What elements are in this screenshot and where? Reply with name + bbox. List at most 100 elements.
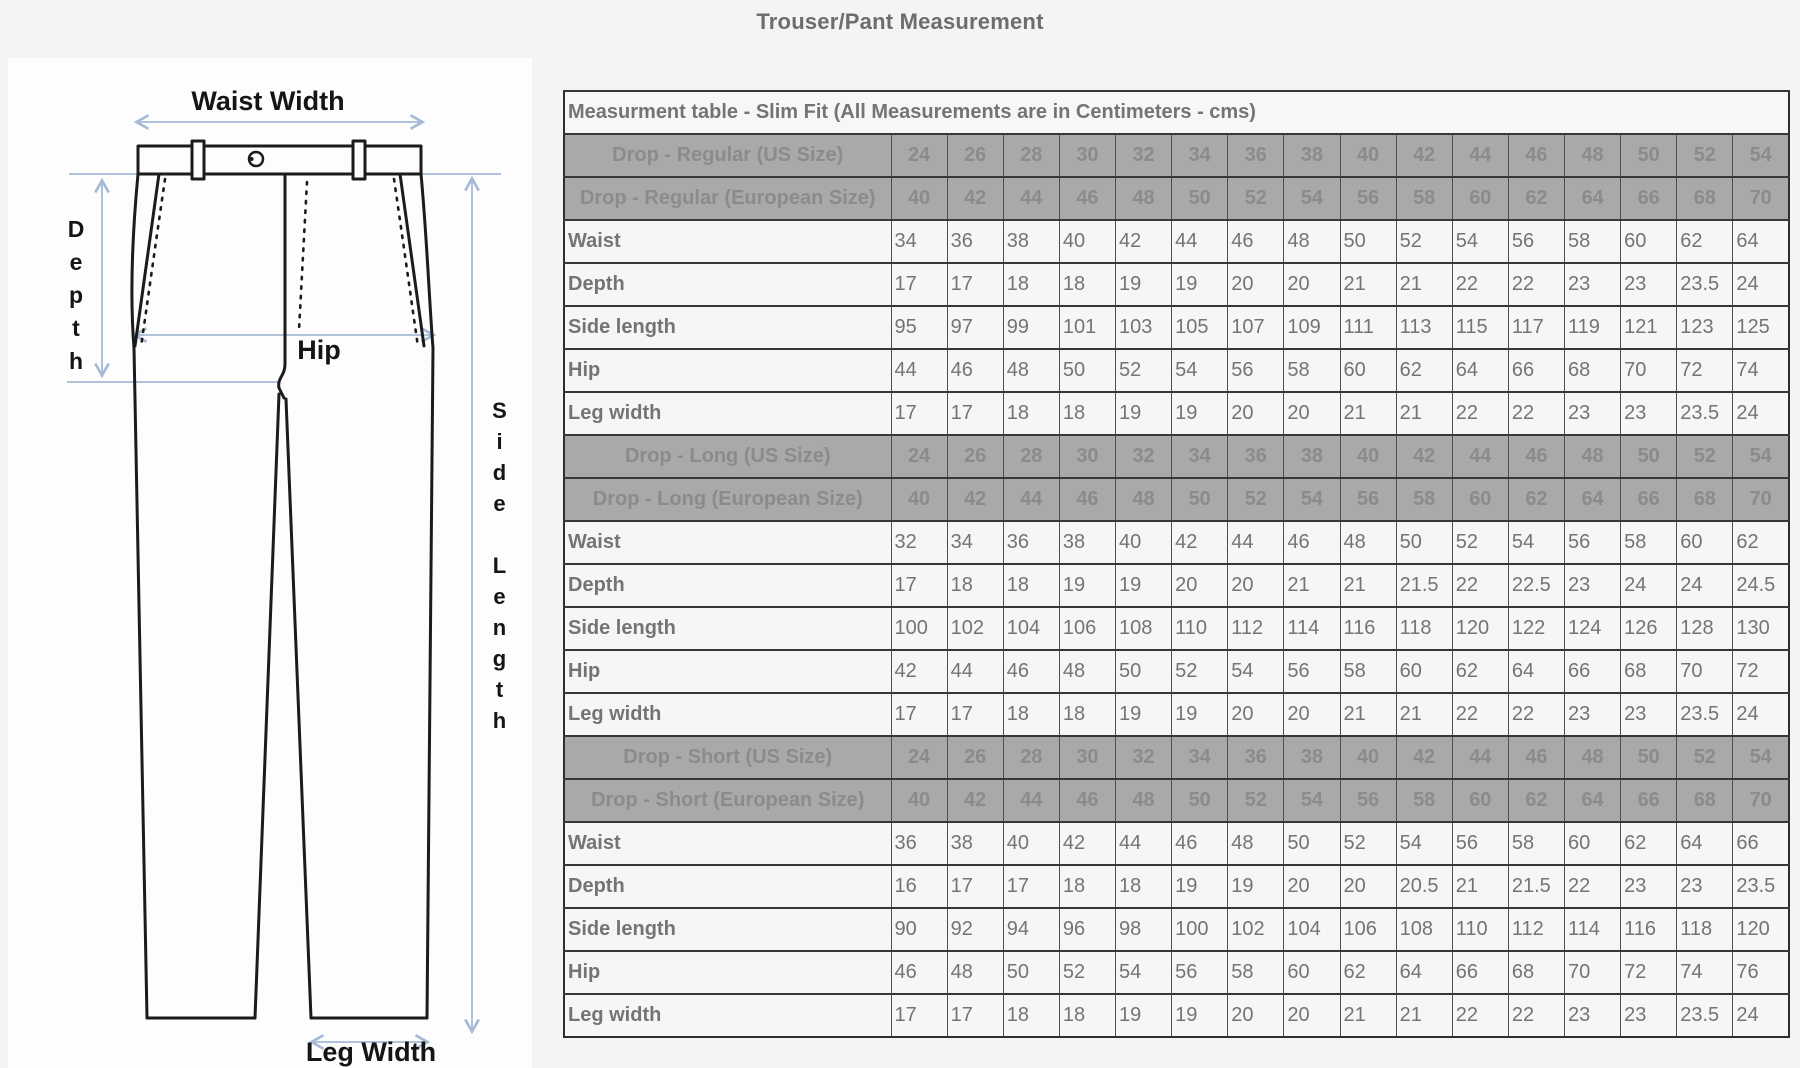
value-cell: 68: [1676, 477, 1734, 522]
value-cell: 54: [1171, 348, 1229, 393]
value-cell: 42: [890, 649, 948, 694]
value-cell: 44: [1171, 219, 1229, 264]
value-cell: 44: [1451, 735, 1509, 780]
value-cell: 62: [1507, 778, 1566, 823]
value-cell: 66: [1620, 778, 1678, 823]
value-cell: 23.5: [1676, 391, 1734, 436]
value-cell: 32: [890, 520, 948, 565]
value-cell: 24: [1732, 391, 1790, 436]
value-cell: 102: [1227, 907, 1285, 952]
value-cell: 36: [1002, 520, 1060, 565]
value-cell: 20: [1227, 563, 1285, 608]
row-label: Drop - Long (US Size): [563, 434, 892, 479]
value-cell: 48: [1002, 348, 1060, 393]
value-cell: 50: [1620, 735, 1678, 780]
value-cell: 17: [1002, 864, 1060, 909]
us-size-header-row: Drop - Long (US Size) 24 26 28 30 32 34 36 38 40 4…: [563, 434, 1790, 479]
value-cell: 34: [1171, 133, 1229, 178]
value-cell: 58: [1620, 520, 1678, 565]
value-cell: 95: [890, 305, 948, 350]
value-cell: 122: [1507, 606, 1566, 651]
trouser-outline: [130, 139, 435, 1020]
value-cell: 107: [1227, 305, 1285, 350]
value-cell: 26: [946, 735, 1004, 780]
left-pocket-stitch: [139, 177, 167, 349]
value-cell: 125: [1732, 305, 1790, 350]
value-cell: 18: [1002, 993, 1060, 1038]
value-cell: 128: [1676, 606, 1734, 651]
value-cell: 20: [1227, 391, 1285, 436]
value-cell: 20: [1227, 262, 1285, 307]
value-cell: 54: [1227, 649, 1285, 694]
value-cell: 66: [1732, 821, 1790, 866]
value-cell: 98: [1114, 907, 1173, 952]
row-label: Leg width: [563, 993, 892, 1038]
value-cell: 19: [1114, 563, 1173, 608]
value-cell: 21: [1339, 692, 1397, 737]
value-cell: 46: [1058, 778, 1117, 823]
row-label: Drop - Short (US Size): [563, 735, 892, 780]
value-cell: 58: [1339, 649, 1397, 694]
value-cell: 56: [1451, 821, 1509, 866]
value-cell: 22: [1563, 864, 1622, 909]
row-label: Drop - Long (European Size): [563, 477, 892, 522]
value-cell: 23.5: [1676, 993, 1734, 1038]
row-label: Hip: [563, 348, 892, 393]
value-cell: 97: [946, 305, 1004, 350]
value-cell: 90: [890, 907, 948, 952]
value-cell: 56: [1283, 649, 1341, 694]
value-cell: 40: [1339, 735, 1397, 780]
value-cell: 46: [1058, 477, 1117, 522]
value-cell: 52: [1451, 520, 1509, 565]
value-cell: 70: [1732, 176, 1790, 221]
value-cell: 114: [1563, 907, 1622, 952]
value-cell: 42: [1395, 434, 1453, 479]
value-cell: 40: [1339, 133, 1397, 178]
us-size-header-row: Drop - Regular (US Size) 24 26 28 30 32 34 36 38…: [563, 133, 1790, 178]
value-cell: 123: [1676, 305, 1734, 350]
value-cell: 108: [1395, 907, 1453, 952]
value-cell: 70: [1563, 950, 1622, 995]
left-pocket-seam: [133, 172, 161, 348]
measure-row: Hip 42 44 46 48 50 52 54 56 58 60 62 64 66 68 70 72: [563, 649, 1790, 694]
measurement-table-body: Drop - Regular (US Size) 24 26 28 30 32 34 36 38…: [563, 133, 1790, 1038]
us-size-header-row: Drop - Short (US Size) 24 26 28 30 32 34 36 38 40…: [563, 735, 1790, 780]
value-cell: 72: [1676, 348, 1734, 393]
value-cell: 60: [1451, 176, 1509, 221]
value-cell: 54: [1114, 950, 1173, 995]
right-pocket-stitch: [392, 177, 420, 349]
value-cell: 32: [1114, 133, 1173, 178]
value-cell: 44: [1451, 434, 1509, 479]
value-cell: 64: [1563, 477, 1622, 522]
value-cell: 58: [1395, 477, 1453, 522]
value-cell: 60: [1676, 520, 1734, 565]
value-cell: 54: [1732, 434, 1790, 479]
value-cell: 50: [1171, 477, 1229, 522]
value-cell: 17: [890, 391, 948, 436]
value-cell: 70: [1732, 778, 1790, 823]
value-cell: 101: [1058, 305, 1117, 350]
value-cell: 24: [1676, 563, 1734, 608]
value-cell: 48: [1114, 477, 1173, 522]
value-cell: 40: [1114, 520, 1173, 565]
value-cell: 24: [890, 133, 948, 178]
right-pocket-seam: [398, 172, 426, 348]
value-cell: 20: [1283, 692, 1341, 737]
value-cell: 74: [1732, 348, 1790, 393]
value-cell: 23: [1563, 262, 1622, 307]
value-cell: 19: [1171, 262, 1229, 307]
value-cell: 21.5: [1395, 563, 1453, 608]
value-cell: 17: [890, 993, 948, 1038]
value-cell: 38: [946, 821, 1004, 866]
value-cell: 19: [1114, 391, 1173, 436]
value-cell: 42: [946, 477, 1004, 522]
value-cell: 46: [1283, 520, 1341, 565]
value-cell: 100: [1171, 907, 1229, 952]
value-cell: 26: [946, 133, 1004, 178]
value-cell: 22: [1451, 692, 1509, 737]
value-cell: 52: [1676, 133, 1734, 178]
value-cell: 60: [1563, 821, 1622, 866]
value-cell: 44: [1114, 821, 1173, 866]
row-label: Leg width: [563, 692, 892, 737]
value-cell: 99: [1002, 305, 1060, 350]
